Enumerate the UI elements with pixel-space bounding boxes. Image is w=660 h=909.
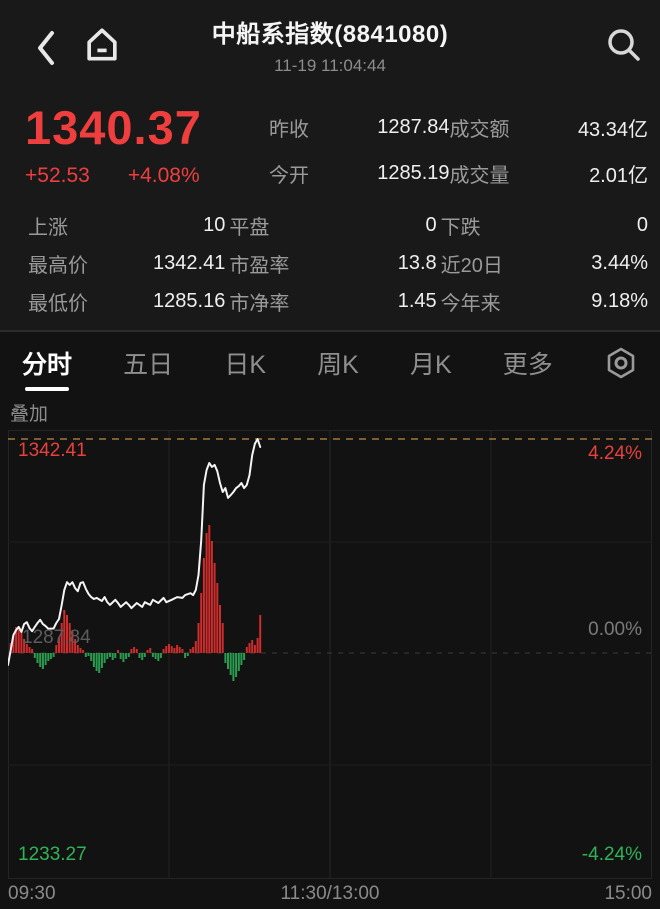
turnover-value: 43.34亿: [577, 118, 648, 141]
header-title-block: 中船系指数(8841080) 11-19 11:04:44: [0, 14, 660, 76]
search-button[interactable]: [602, 24, 646, 68]
tab-weekly-k[interactable]: 周K: [317, 351, 359, 379]
home-icon: [87, 28, 117, 61]
axis-mid-percent: 0.00%: [588, 619, 642, 640]
ytd-label: 今年来: [440, 292, 501, 315]
overview-row: 昨收 1287.84 成交额 43.34亿: [269, 105, 648, 149]
time-tick-close: 15:00: [604, 883, 652, 904]
time-tick-open: 09:30: [8, 883, 56, 904]
time-axis: 09:30 11:30/13:00 15:00: [0, 879, 660, 909]
advancers-value: 10: [203, 213, 226, 236]
volume-value: 2.01亿: [589, 164, 648, 187]
stats-row: 上涨 10 平盘 0 下跌 0: [28, 206, 648, 244]
overview-table: 昨收 1287.84 成交额 43.34亿 今开 1285.19 成交量 2.0…: [255, 100, 660, 196]
change-row: +52.53 +4.08%: [25, 164, 255, 188]
pe-value: 13.8: [397, 251, 437, 274]
tab-5day[interactable]: 五日: [123, 351, 174, 379]
home-button[interactable]: [80, 22, 124, 66]
low-label: 最低价: [28, 292, 88, 315]
prev-close-label: 昨收: [269, 118, 309, 141]
last20d-label: 近20日: [440, 254, 503, 277]
last20d-value: 3.44%: [591, 251, 648, 274]
open-label: 今开: [269, 164, 309, 187]
quote-summary: 1340.37 +52.53 +4.08% 昨收 1287.84 成交额 43.…: [0, 90, 660, 202]
tab-minute[interactable]: 分时: [22, 332, 72, 394]
header: 中船系指数(8841080) 11-19 11:04:44: [0, 0, 660, 90]
axis-high-percent: 4.24%: [588, 443, 642, 464]
open-value: 1285.19: [377, 161, 450, 184]
volume-label: 成交量: [449, 164, 510, 187]
pb-label: 市净率: [229, 292, 290, 315]
low-value: 1285.16: [153, 289, 226, 312]
stats-row: 最低价 1285.16 市净率 1.45 今年来 9.18%: [28, 282, 648, 320]
high-value: 1342.41: [153, 251, 226, 274]
stats-row: 最高价 1342.41 市盈率 13.8 近20日 3.44%: [28, 244, 648, 282]
settings-icon: [607, 347, 635, 379]
chart-panel: 分时 五日 日K 周K 月K 更多 叠加: [0, 332, 660, 909]
tab-monthly-k[interactable]: 月K: [409, 351, 452, 379]
axis-high-price: 1342.41: [18, 440, 87, 461]
stats-grid: 上涨 10 平盘 0 下跌 0 最高价 1342.41 市盈率 13.8 近20…: [0, 202, 660, 332]
chart-canvas[interactable]: [8, 430, 652, 879]
tab-more[interactable]: 更多: [502, 351, 553, 379]
intraday-chart[interactable]: 1342.41 4.24% 1287.84 0.00% 1233.27 -4.2…: [8, 430, 652, 879]
volume-bars: [9, 525, 262, 681]
overlay-row: 叠加: [0, 394, 660, 430]
price-change: +52.53: [25, 164, 90, 187]
prev-close-value: 1287.84: [377, 115, 450, 138]
pb-value: 1.45: [397, 289, 437, 312]
pe-label: 市盈率: [229, 254, 290, 277]
page-title: 中船系指数(8841080): [211, 21, 449, 48]
overlay-toggle[interactable]: 叠加: [10, 403, 49, 425]
decliners-value: 0: [636, 213, 648, 236]
period-tabs: 分时 五日 日K 周K 月K 更多: [0, 332, 660, 394]
quote-timestamp: 11-19 11:04:44: [274, 56, 386, 75]
ytd-value: 9.18%: [591, 289, 648, 312]
current-price: 1340.37: [25, 101, 202, 154]
advancers-label: 上涨: [28, 216, 68, 239]
turnover-label: 成交额: [449, 118, 510, 141]
price-line: [8, 438, 262, 666]
chart-settings-button[interactable]: [604, 346, 638, 380]
overview-row: 今开 1285.19 成交量 2.01亿: [269, 151, 648, 195]
price-block: 1340.37 +52.53 +4.08%: [25, 100, 255, 196]
flat-value: 0: [425, 213, 437, 236]
price-change-percent: +4.08%: [127, 164, 200, 187]
search-icon: [608, 29, 640, 61]
time-tick-midday: 11:30/13:00: [280, 883, 380, 904]
flat-label: 平盘: [229, 216, 270, 239]
tab-daily-k[interactable]: 日K: [224, 351, 266, 379]
chevron-left-icon: [38, 31, 54, 65]
quote-panel: 中船系指数(8841080) 11-19 11:04:44 1340.37 +5…: [0, 0, 660, 332]
high-label: 最高价: [28, 254, 88, 277]
axis-mid-price: 1287.84: [22, 627, 91, 648]
axis-low-percent: -4.24%: [581, 844, 642, 865]
back-button[interactable]: [24, 26, 68, 70]
axis-low-price: 1233.27: [18, 844, 87, 865]
decliners-label: 下跌: [440, 216, 481, 239]
